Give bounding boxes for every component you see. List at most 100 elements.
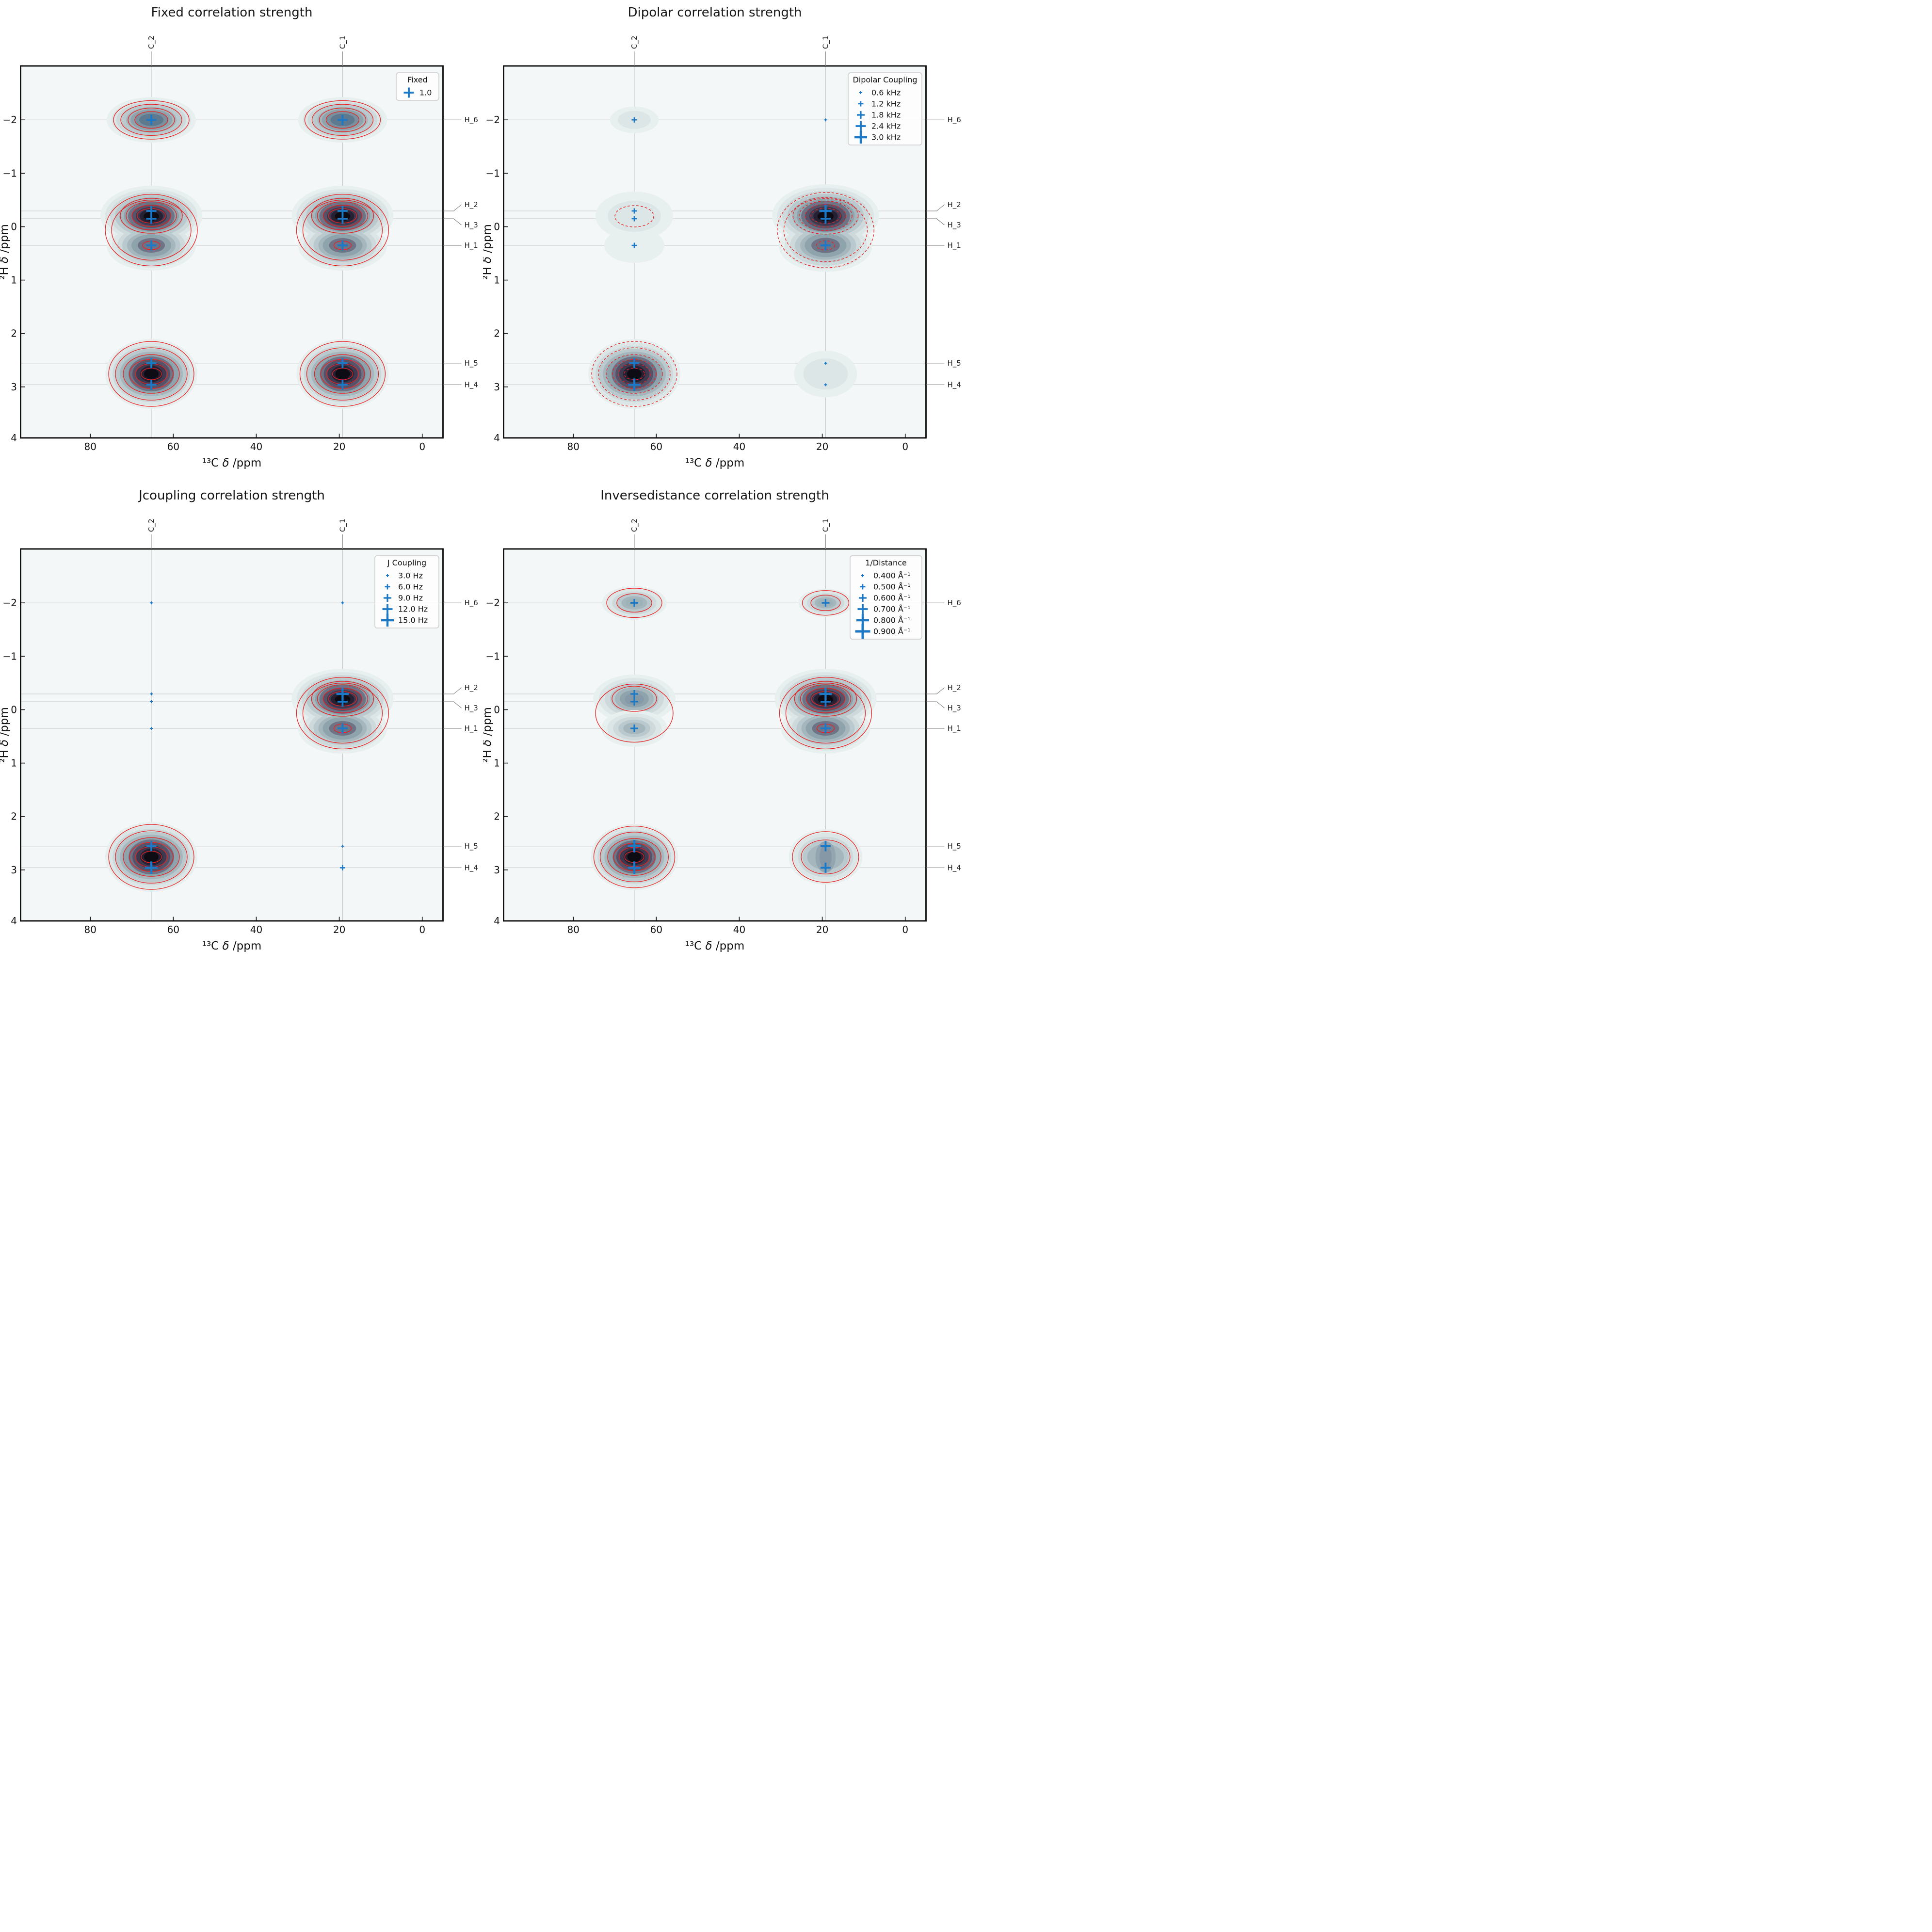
legend-entry-label: 1.2 kHz: [871, 99, 901, 109]
hydrogen-label: H_5: [948, 842, 961, 851]
contour-ring: [800, 684, 852, 713]
contour-blob: [803, 358, 848, 390]
contour-ring: [113, 100, 190, 140]
contour-ring: [785, 682, 866, 744]
contour-ring: [296, 193, 389, 267]
x-axis-label: ¹³C δ /ppm: [202, 457, 262, 469]
correlation-marker: [146, 114, 157, 125]
correlation-marker: [337, 379, 348, 390]
hydrogen-label: H_5: [465, 842, 478, 851]
x-tick-label: 80: [567, 441, 580, 452]
correlation-marker: [630, 690, 639, 698]
hydrogen-label: H_6: [465, 115, 478, 125]
legend: 1/Distance 0.400 Å⁻¹ 0.500 Å⁻¹ 0.600 Å⁻¹ 0.7…: [850, 555, 922, 640]
legend-marker-icon: [381, 614, 394, 627]
hydrogen-label: H_2: [465, 683, 478, 692]
legend-box: [848, 72, 922, 145]
correlation-markers: [146, 114, 348, 390]
correlation-marker: [820, 841, 831, 852]
correlation-marker: [824, 118, 827, 122]
axes-spine: [503, 65, 927, 439]
legend-entry-label: 3.0 Hz: [398, 571, 423, 580]
x-tick-label: 0: [902, 924, 908, 935]
axes-spine: [20, 548, 444, 922]
hydrogen-label: H_6: [948, 598, 961, 608]
correlation-marker: [628, 839, 641, 853]
correlation-marker: [824, 383, 827, 386]
y-axis-label: ²H δ /ppm: [483, 707, 494, 763]
y-tick-label: 1: [11, 757, 17, 769]
y-tick-label: 4: [494, 915, 500, 927]
contour-ring: [302, 682, 383, 744]
legend-title: Fixed: [407, 75, 427, 84]
contour-lines: [108, 676, 389, 890]
contour-ring: [134, 111, 168, 129]
contour-ring: [624, 368, 645, 380]
hydrogen-label: H_6: [465, 598, 478, 608]
hydrogen-label-leader: [443, 687, 462, 694]
contour-ring: [304, 100, 381, 140]
contour-ring: [302, 199, 383, 261]
legend-marker-icon: [854, 131, 867, 144]
x-tick-label: 80: [84, 924, 97, 935]
correlation-marker: [146, 213, 157, 224]
correlation-marker: [150, 700, 153, 703]
hydrogen-label-leader: [926, 687, 945, 694]
panel-fixed: 80 60 40 20 0 −2 −1 0 1 2 3 4 ¹³C δ /ppm ²H δ /ppm Fix…: [0, 5, 478, 469]
contour-blob: [627, 369, 642, 380]
legend-marker-icon: [859, 91, 862, 94]
legend-box: [850, 555, 922, 640]
contour-ring: [311, 198, 374, 234]
contour-ring: [123, 837, 180, 877]
legend-marker-icon: [860, 584, 866, 590]
carbon-label: C_2: [630, 518, 639, 532]
hydrogen-label: H_2: [948, 683, 961, 692]
hydrogen-label: H_5: [465, 359, 478, 368]
hydrogen-label-leader: [443, 218, 462, 225]
correlation-marker: [628, 861, 641, 874]
correlation-marker: [150, 692, 153, 695]
contour-ring: [612, 686, 657, 712]
correlation-marker: [820, 213, 831, 224]
carbon-label: C_1: [338, 35, 347, 49]
legend: Fixed 1.0: [396, 72, 439, 101]
correlation-marker: [337, 723, 348, 734]
contour-ring: [123, 354, 180, 394]
y-tick-label: 2: [11, 811, 17, 822]
hydrogen-label: H_4: [465, 380, 478, 389]
contour-lines: [593, 588, 872, 888]
contour-ring: [128, 108, 175, 132]
x-tick-label: 60: [650, 924, 662, 935]
contour-ring: [614, 205, 654, 227]
panel-title: Inversedistance correlation strength: [600, 488, 829, 503]
hydrogen-label-leader: [443, 701, 462, 708]
contour-ring: [616, 593, 652, 613]
contour-ring: [108, 341, 194, 407]
contour-ring: [322, 205, 363, 227]
carbon-label: C_1: [338, 518, 347, 532]
contour-ring: [311, 681, 374, 717]
contour-ring: [120, 198, 183, 234]
y-tick-label: −1: [486, 650, 500, 662]
correlation-marker: [150, 727, 153, 730]
hydrogen-label-leader: [926, 218, 945, 225]
hydrogen-label: H_1: [948, 241, 961, 250]
y-tick-label: 3: [494, 864, 500, 876]
correlation-marker: [337, 213, 348, 224]
legend-entry-label: 0.500 Å⁻¹: [873, 582, 911, 592]
y-tick-label: −1: [486, 167, 500, 179]
legend-entry-label: 1.0: [419, 88, 432, 97]
contour-ring: [306, 347, 379, 401]
contour-ring: [598, 347, 671, 401]
x-tick-label: 0: [419, 924, 425, 935]
y-tick-label: 0: [494, 704, 500, 715]
hydrogen-label: H_2: [948, 200, 961, 209]
correlation-markers: [628, 117, 832, 391]
carbon-label: C_1: [821, 35, 830, 49]
contour-ring: [606, 588, 662, 618]
panel-jcoupling: 80 60 40 20 0 −2 −1 0 1 2 3 4 ¹³C δ /ppm ²H δ /ppm Jco…: [0, 488, 478, 952]
x-tick-label: 60: [650, 441, 662, 452]
carbon-label: C_2: [630, 35, 639, 49]
correlation-marker: [631, 216, 637, 222]
